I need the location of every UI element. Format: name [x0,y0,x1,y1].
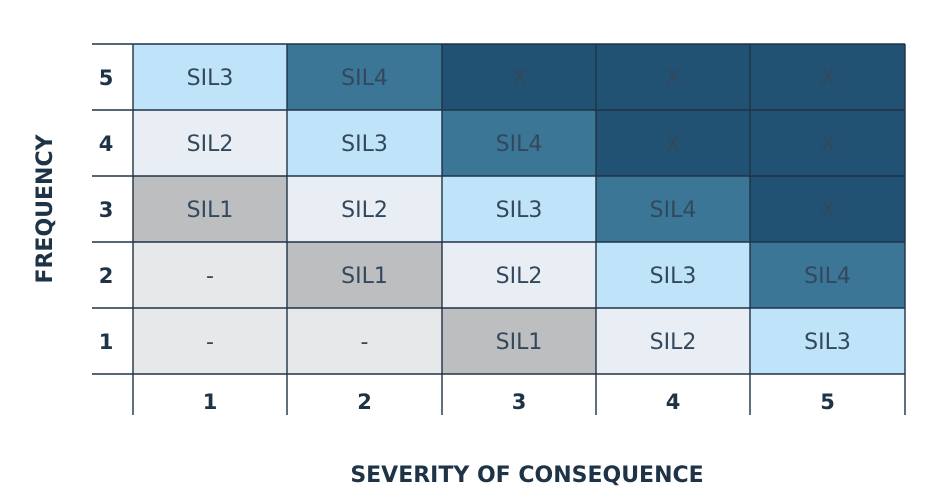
cell-label: SIL2 [496,264,543,289]
cell-label: SIL2 [187,132,234,157]
cell-label: SIL3 [804,330,851,355]
grid-lines [92,43,906,415]
cell-f4-s3 [442,110,596,176]
cell-label: X [820,66,835,91]
cell-f3-s5 [750,176,905,242]
cell-f3-s2 [287,176,442,242]
cell-f2-s1 [133,242,287,308]
cell-label: X [820,132,835,157]
x-tick-label: 3 [512,390,527,414]
cell-f3-s1 [133,176,287,242]
cell-f4-s4 [596,110,750,176]
cell-label: SIL4 [496,132,543,157]
x-tick-label: 2 [357,390,372,414]
cell-f2-s3 [442,242,596,308]
cell-label: SIL1 [187,198,234,223]
cell-f4-s1 [133,110,287,176]
cell-label: - [206,264,214,289]
y-axis-title: FREQUENCY [33,133,58,283]
y-tick-label: 1 [99,330,114,354]
x-tick-label: 5 [820,390,835,414]
cell-label: SIL3 [341,132,388,157]
cell-label: SIL3 [650,264,697,289]
cell-f4-s2 [287,110,442,176]
cell-label: X [820,198,835,223]
cell-f5-s5 [750,44,905,110]
x-tick-label: 4 [666,390,681,414]
cell-f2-s2 [287,242,442,308]
cell-label: X [665,66,680,91]
cell-f1-s5 [750,308,905,374]
cell-f5-s3 [442,44,596,110]
y-tick-label: 4 [99,132,114,156]
x-tick-label: 1 [203,390,218,414]
cell-f1-s2 [287,308,442,374]
y-tick-label: 2 [99,264,114,288]
cell-label: SIL4 [650,198,697,223]
cell-f2-s5 [750,242,905,308]
y-tick-label: 3 [99,198,114,222]
cell-label: X [665,132,680,157]
cell-f2-s4 [596,242,750,308]
cell-f5-s4 [596,44,750,110]
cell-f3-s3 [442,176,596,242]
axis-ticks: 5 4 3 2 1 1 2 3 4 5 [99,66,835,414]
cell-f1-s1 [133,308,287,374]
cell-f3-s4 [596,176,750,242]
x-axis-title: SEVERITY OF CONSEQUENCE [350,463,703,488]
cell-label: SIL3 [496,198,543,223]
cell-label: SIL1 [341,264,388,289]
cell-label: SIL4 [804,264,851,289]
cell-label: SIL2 [341,198,388,223]
cell-f5-s2 [287,44,442,110]
cell-f1-s3 [442,308,596,374]
cell-label: - [361,330,369,355]
cell-f4-s5 [750,110,905,176]
cell-label: SIL3 [187,66,234,91]
matrix-cells: SIL3 SIL4 X X X SIL2 SIL3 SIL4 X X SIL1 SIL2 SIL3 SIL… [133,44,905,374]
cell-f5-s1 [133,44,287,110]
cell-f1-s4 [596,308,750,374]
cell-label: - [206,330,214,355]
cell-label: SIL1 [496,330,543,355]
cell-label: X [511,66,526,91]
cell-label: SIL2 [650,330,697,355]
cell-label: SIL4 [341,66,388,91]
y-tick-label: 5 [99,66,114,90]
